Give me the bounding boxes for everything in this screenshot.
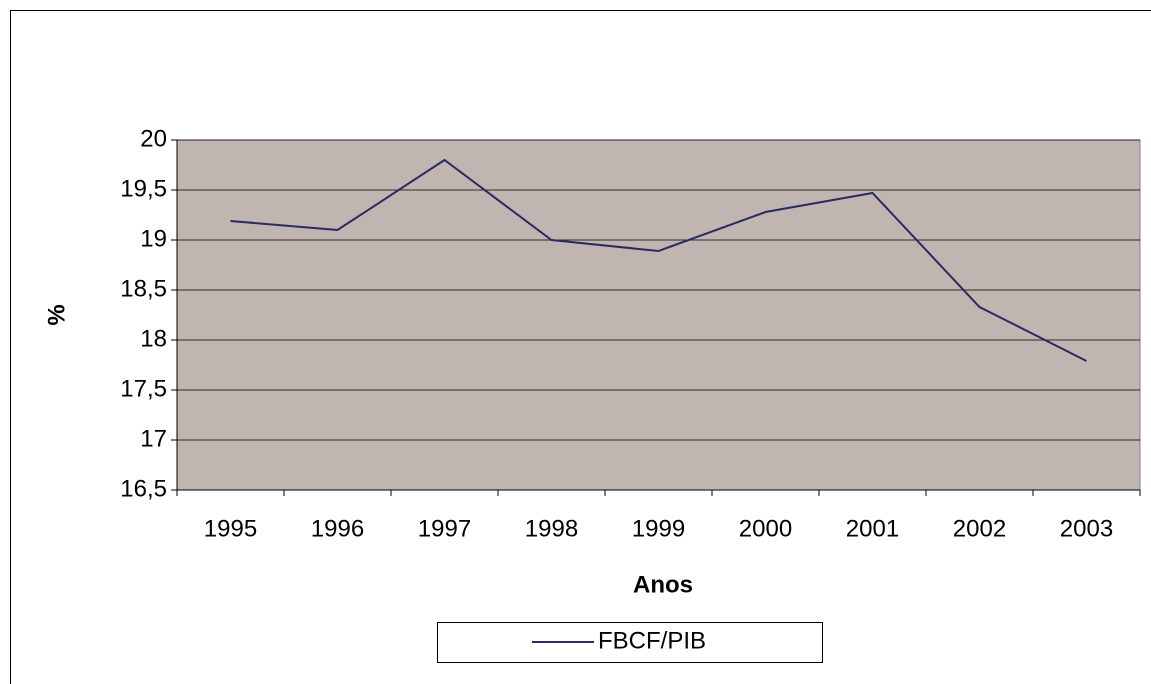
y-tick-label: 17: [140, 425, 167, 452]
x-tick-label: 2003: [1060, 515, 1113, 542]
data-line: [230, 158, 1087, 362]
x-tick-label: 1995: [204, 515, 257, 542]
x-axis-title: Anos: [633, 571, 693, 598]
x-tick-label: 2002: [953, 515, 1006, 542]
legend-box: [437, 622, 823, 663]
x-tick-label: 1999: [632, 515, 685, 542]
y-tick-label: 18: [140, 325, 167, 352]
y-tick-label: 20: [140, 125, 167, 152]
y-tick-label: 18,5: [120, 275, 167, 302]
legend-label: FBCF/PIB: [598, 627, 706, 654]
x-tick-label: 1997: [418, 515, 471, 542]
x-tick-label: 2000: [739, 515, 792, 542]
y-tick-label: 19: [140, 225, 167, 252]
y-tick-label: 17,5: [120, 375, 167, 402]
y-axis-title: %: [43, 304, 70, 325]
x-tick-label: 1996: [311, 515, 364, 542]
x-tick-label: 2001: [846, 515, 899, 542]
plot-area: [176, 139, 1141, 491]
y-tick-label: 19,5: [120, 175, 167, 202]
x-tick-label: 1998: [525, 515, 578, 542]
y-tick-label: 16,5: [120, 475, 167, 502]
